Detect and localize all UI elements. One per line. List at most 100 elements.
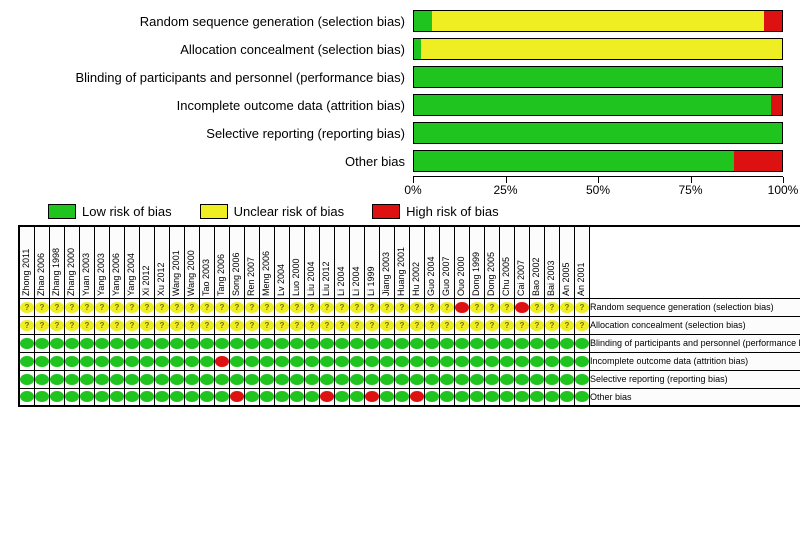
risk-dot: ?: [275, 302, 289, 313]
study-header: Li 1999: [365, 226, 380, 298]
risk-dot: [260, 356, 274, 367]
risk-dot: ?: [470, 320, 484, 331]
risk-dot: [275, 374, 289, 385]
study-header: Liu 2004: [305, 226, 320, 298]
risk-dot: [515, 374, 529, 385]
risk-dot: [500, 374, 514, 385]
matrix-cell: ?: [170, 298, 185, 316]
matrix-cell: [245, 370, 260, 388]
study-header: Wang 2001: [170, 226, 185, 298]
matrix-cell: [560, 388, 575, 406]
matrix-cell: ?: [65, 316, 80, 334]
matrix-cell: [260, 334, 275, 352]
bar-segment-unclear: [421, 39, 782, 59]
matrix-cell: ?: [200, 298, 215, 316]
matrix-cell: ?: [410, 316, 425, 334]
risk-dot: [485, 338, 499, 349]
risk-dot: [320, 356, 334, 367]
bar-track: [413, 122, 783, 144]
risk-dot: ?: [515, 320, 529, 331]
risk-dot: [410, 374, 424, 385]
risk-dot: [50, 338, 64, 349]
risk-dot: [560, 338, 574, 349]
risk-dot: [125, 374, 139, 385]
matrix-cell: [215, 370, 230, 388]
matrix-cell: ?: [290, 298, 305, 316]
risk-dot: [95, 374, 109, 385]
bar-track: [413, 10, 783, 32]
matrix-cell: [350, 352, 365, 370]
study-header: Li 2004: [335, 226, 350, 298]
risk-dot: [305, 338, 319, 349]
x-axis: 0%25%50%75%100%: [413, 176, 783, 198]
axis-tick-label: 100%: [768, 183, 799, 197]
study-header: Zhong 2011: [19, 226, 35, 298]
risk-dot: [305, 391, 319, 402]
risk-dot: ?: [110, 302, 124, 313]
study-header: Huang 2001: [395, 226, 410, 298]
matrix-cell: [455, 334, 470, 352]
matrix-cell: ?: [410, 298, 425, 316]
risk-dot: [545, 391, 559, 402]
matrix-cell: [65, 370, 80, 388]
risk-dot: ?: [20, 320, 34, 331]
matrix-cell: [290, 388, 305, 406]
matrix-cell: [35, 370, 50, 388]
risk-dot: [50, 356, 64, 367]
study-header: An 2005: [560, 226, 575, 298]
risk-dot: [560, 391, 574, 402]
matrix-cell: [305, 388, 320, 406]
risk-dot: ?: [320, 302, 334, 313]
risk-dot: [335, 356, 349, 367]
matrix-cell: [380, 334, 395, 352]
risk-dot: [410, 391, 424, 402]
study-label: Li 1999: [366, 266, 376, 296]
study-label: Yuan 2003: [81, 252, 91, 295]
matrix-cell: ?: [485, 298, 500, 316]
bar-row: Random sequence generation (selection bi…: [8, 8, 792, 34]
matrix-cell: [80, 352, 95, 370]
matrix-cell: ?: [155, 316, 170, 334]
risk-dot: [485, 356, 499, 367]
bar-segment-high: [764, 11, 782, 31]
risk-dot: ?: [365, 302, 379, 313]
matrix-cell: [365, 334, 380, 352]
risk-dot: ?: [455, 320, 469, 331]
matrix-cell: [440, 388, 455, 406]
risk-dot: [35, 374, 49, 385]
risk-dot: [140, 391, 154, 402]
matrix-cell: [185, 334, 200, 352]
risk-dot: [350, 338, 364, 349]
legend-low: Low risk of bias: [48, 204, 172, 219]
risk-dot: [185, 338, 199, 349]
matrix-cell: [350, 334, 365, 352]
risk-dot: ?: [545, 302, 559, 313]
matrix-cell: [155, 334, 170, 352]
risk-dot: [440, 391, 454, 402]
matrix-cell: ?: [125, 316, 140, 334]
risk-dot: [575, 356, 589, 367]
matrix-cell: [410, 388, 425, 406]
risk-dot: [530, 374, 544, 385]
study-label: Zhao 2006: [36, 252, 46, 295]
study-header: Yang 2006: [110, 226, 125, 298]
matrix-cell: [245, 352, 260, 370]
swatch-low: [48, 204, 76, 219]
matrix-cell: [230, 370, 245, 388]
risk-dot: ?: [500, 320, 514, 331]
matrix-cell: ?: [245, 316, 260, 334]
matrix-cell: ?: [19, 316, 35, 334]
matrix-cell: [125, 388, 140, 406]
study-header: Zhang 2000: [65, 226, 80, 298]
matrix-cell: [575, 352, 590, 370]
matrix-cell: [515, 298, 530, 316]
study-label: Wang 2001: [171, 250, 181, 296]
risk-dot: [350, 391, 364, 402]
matrix-cell: [215, 352, 230, 370]
matrix-cell: ?: [260, 298, 275, 316]
axis-tick-label: 50%: [586, 183, 610, 197]
bar-label: Random sequence generation (selection bi…: [8, 14, 413, 29]
risk-dot: [485, 374, 499, 385]
matrix-cell: ?: [485, 316, 500, 334]
matrix-cell: [425, 370, 440, 388]
